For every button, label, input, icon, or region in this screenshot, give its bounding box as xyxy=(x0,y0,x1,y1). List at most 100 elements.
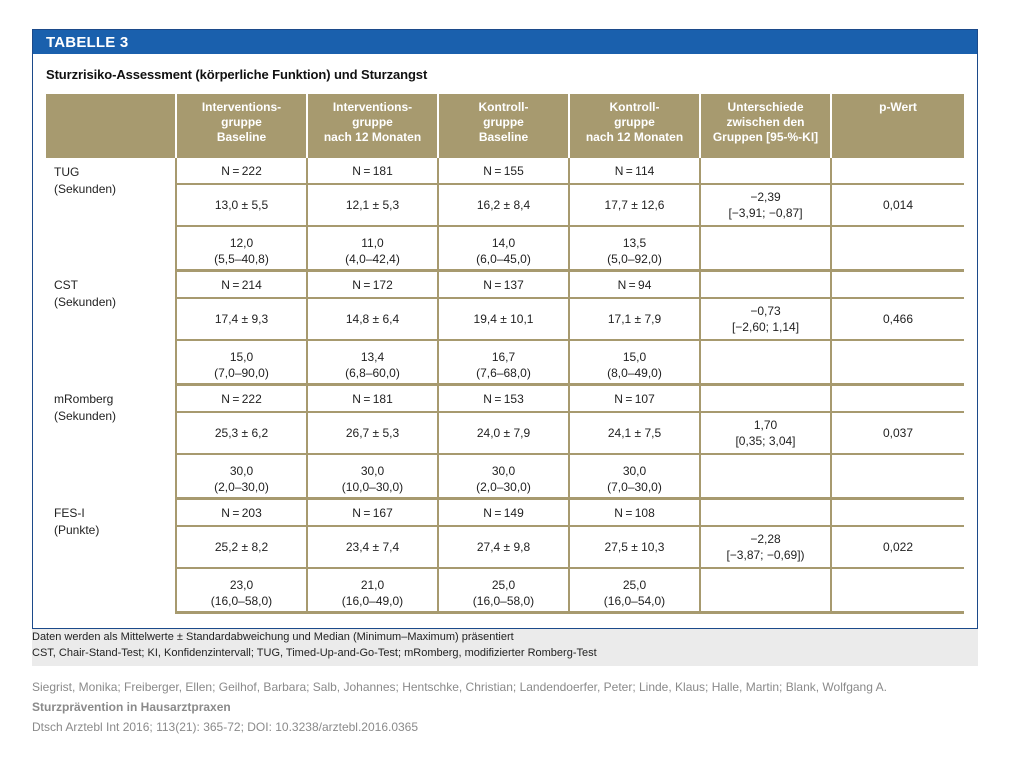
table-cell: 30,0 (7,0–30,0) xyxy=(569,454,701,500)
row-label-line: (Punkte) xyxy=(54,522,100,537)
cell-line: 14,8 ± 6,4 xyxy=(345,312,400,326)
cell-line: 25,2 ± 8,2 xyxy=(214,540,269,554)
cell-line: (7,0–90,0) xyxy=(214,366,269,380)
footnote-values: Daten werden als Mittelwerte ± Standarda… xyxy=(32,631,514,643)
column-header: p-Wert xyxy=(831,94,964,158)
table-cell: 14,0 (6,0–45,0) xyxy=(438,226,570,272)
table-title: Sturzrisiko-Assessment (körperliche Funk… xyxy=(46,67,428,82)
cell-line: (5,0–92,0) xyxy=(607,252,662,266)
cell-line: N = 137 xyxy=(483,277,524,292)
table-row: mRomberg (Sekunden) N = 222 N = 181 N = 153 N… xyxy=(46,384,964,499)
column-header-line: Unterschiede xyxy=(727,100,804,114)
table-cell: 13,4 (6,8–60,0) xyxy=(307,340,439,386)
cell-line: 30,0 xyxy=(360,464,385,478)
table-row: 30,0 (2,0–30,0) 30,0 (10,0–30,0) 30,0 (2,0–30… xyxy=(46,454,964,500)
table-cell: 14,8 ± 6,4 xyxy=(307,298,439,341)
cell-line: 23,4 ± 7,4 xyxy=(345,540,400,554)
table-cell: 12,0 (5,5–40,8) xyxy=(176,226,308,272)
table-cell: 30,0 (2,0–30,0) xyxy=(438,454,570,500)
table-row: 23,0 (16,0–58,0) 21,0 (16,0–49,0) 25,0 (16,0–… xyxy=(46,568,964,614)
table-cell: N = 94 xyxy=(569,270,701,299)
cell-line: (2,0–30,0) xyxy=(476,480,531,494)
cell-line: 17,1 ± 7,9 xyxy=(607,312,662,326)
table-cell xyxy=(831,270,964,299)
table-cell: 30,0 (10,0–30,0) xyxy=(307,454,439,500)
table-cell: 27,5 ± 10,3 xyxy=(569,526,701,569)
cell-line: 23,0 xyxy=(229,578,254,592)
cell-line: N = 107 xyxy=(614,391,655,406)
table-cell: 0,466 xyxy=(831,298,964,341)
table-cell: 30,0 (2,0–30,0) xyxy=(176,454,308,500)
table-cell xyxy=(831,498,964,527)
cell-line: 13,0 ± 5,5 xyxy=(214,198,269,212)
cell-line: (6,8–60,0) xyxy=(345,366,400,380)
table-cell xyxy=(831,226,964,272)
cell-line: (2,0–30,0) xyxy=(214,480,269,494)
row-label: CST (Sekunden) xyxy=(46,270,177,385)
table-cell: 25,2 ± 8,2 xyxy=(176,526,308,569)
cell-line: (6,0–45,0) xyxy=(476,252,531,266)
cell-line: (7,6–68,0) xyxy=(476,366,531,380)
table-cell xyxy=(700,454,832,500)
table-cell: 17,7 ± 12,6 xyxy=(569,184,701,227)
table-cell: 27,4 ± 9,8 xyxy=(438,526,570,569)
table-row: CST (Sekunden) N = 214 N = 172 N = 137 N = 94 xyxy=(46,270,964,385)
cell-line: 16,2 ± 8,4 xyxy=(476,198,531,212)
cell-line: 15,0 xyxy=(229,350,254,364)
table-cell: N = 108 xyxy=(569,498,701,527)
column-header: Interventions-gruppe Baseline xyxy=(176,94,308,158)
cell-line: 0,014 xyxy=(882,198,914,212)
table-cell: 0,037 xyxy=(831,412,964,455)
row-label-line: (Sekunden) xyxy=(54,294,117,309)
cell-line: N = 222 xyxy=(221,163,262,178)
column-header: Unterschiede zwischen den Gruppen [95-%-KI… xyxy=(700,94,832,158)
table-cell: N = 203 xyxy=(176,498,308,527)
table-cell: 17,4 ± 9,3 xyxy=(176,298,308,341)
column-header xyxy=(46,94,177,158)
cell-line: N = 172 xyxy=(352,277,393,292)
table-cell: 25,0 (16,0–54,0) xyxy=(569,568,701,614)
table-figure: TABELLE 3 Sturzrisiko-Assessment (körper… xyxy=(32,29,978,666)
column-header-line: gruppe xyxy=(614,115,655,129)
cell-line: (10,0–30,0) xyxy=(341,480,404,494)
cell-line: (16,0–49,0) xyxy=(341,594,404,608)
table-cell: N = 222 xyxy=(176,158,308,185)
cell-line: (16,0–58,0) xyxy=(210,594,273,608)
table-cell: N = 214 xyxy=(176,270,308,299)
table-row: 12,0 (5,5–40,8) 11,0 (4,0–42,4) 14,0 (6,0–45,… xyxy=(46,226,964,272)
cell-line: 14,0 xyxy=(491,236,516,250)
citation-title: Sturzprävention in Hausarztpraxen xyxy=(32,700,231,714)
cell-line: 21,0 xyxy=(360,578,385,592)
data-table: Interventions-gruppe Baseline Intervention… xyxy=(46,94,964,614)
table-cell xyxy=(700,340,832,386)
column-header-line: nach 12 Monaten xyxy=(323,130,422,144)
cell-line: 1,70 xyxy=(753,418,778,432)
cell-line: N = 222 xyxy=(221,391,262,406)
cell-line: −0,73 xyxy=(750,304,781,318)
column-header-line: zwischen den xyxy=(726,115,805,129)
column-header-line: Interventions- xyxy=(332,100,413,114)
row-label-line: (Sekunden) xyxy=(54,408,117,423)
table-cell: 1,70 [0,35; 3,04] xyxy=(700,412,832,455)
cell-line: −2,39 xyxy=(750,190,781,204)
table-cell xyxy=(831,568,964,614)
cell-line: 24,0 ± 7,9 xyxy=(476,426,531,440)
table-cell: N = 167 xyxy=(307,498,439,527)
table-cell: N = 137 xyxy=(438,270,570,299)
table-cell: N = 181 xyxy=(307,384,439,413)
table-cell: 23,4 ± 7,4 xyxy=(307,526,439,569)
cell-line: 13,5 xyxy=(622,236,647,250)
table-banner: TABELLE 3 xyxy=(33,30,977,54)
table-cell: N = 155 xyxy=(438,158,570,185)
cell-line: N = 181 xyxy=(352,163,393,178)
cell-line: N = 114 xyxy=(614,163,655,178)
row-label-line: (Sekunden) xyxy=(54,182,117,196)
cell-line: (16,0–58,0) xyxy=(472,594,535,608)
table-cell: 25,3 ± 6,2 xyxy=(176,412,308,455)
cell-line: 0,022 xyxy=(882,540,914,554)
table-cell: −0,73 [−2,60; 1,14] xyxy=(700,298,832,341)
cell-line: [−3,87; −0,69]) xyxy=(726,548,805,562)
cell-line: N = 167 xyxy=(352,505,393,520)
header-row: Interventions-gruppe Baseline Intervention… xyxy=(46,94,964,158)
column-header: Kontroll-gruppe nach 12 Monaten xyxy=(569,94,701,158)
